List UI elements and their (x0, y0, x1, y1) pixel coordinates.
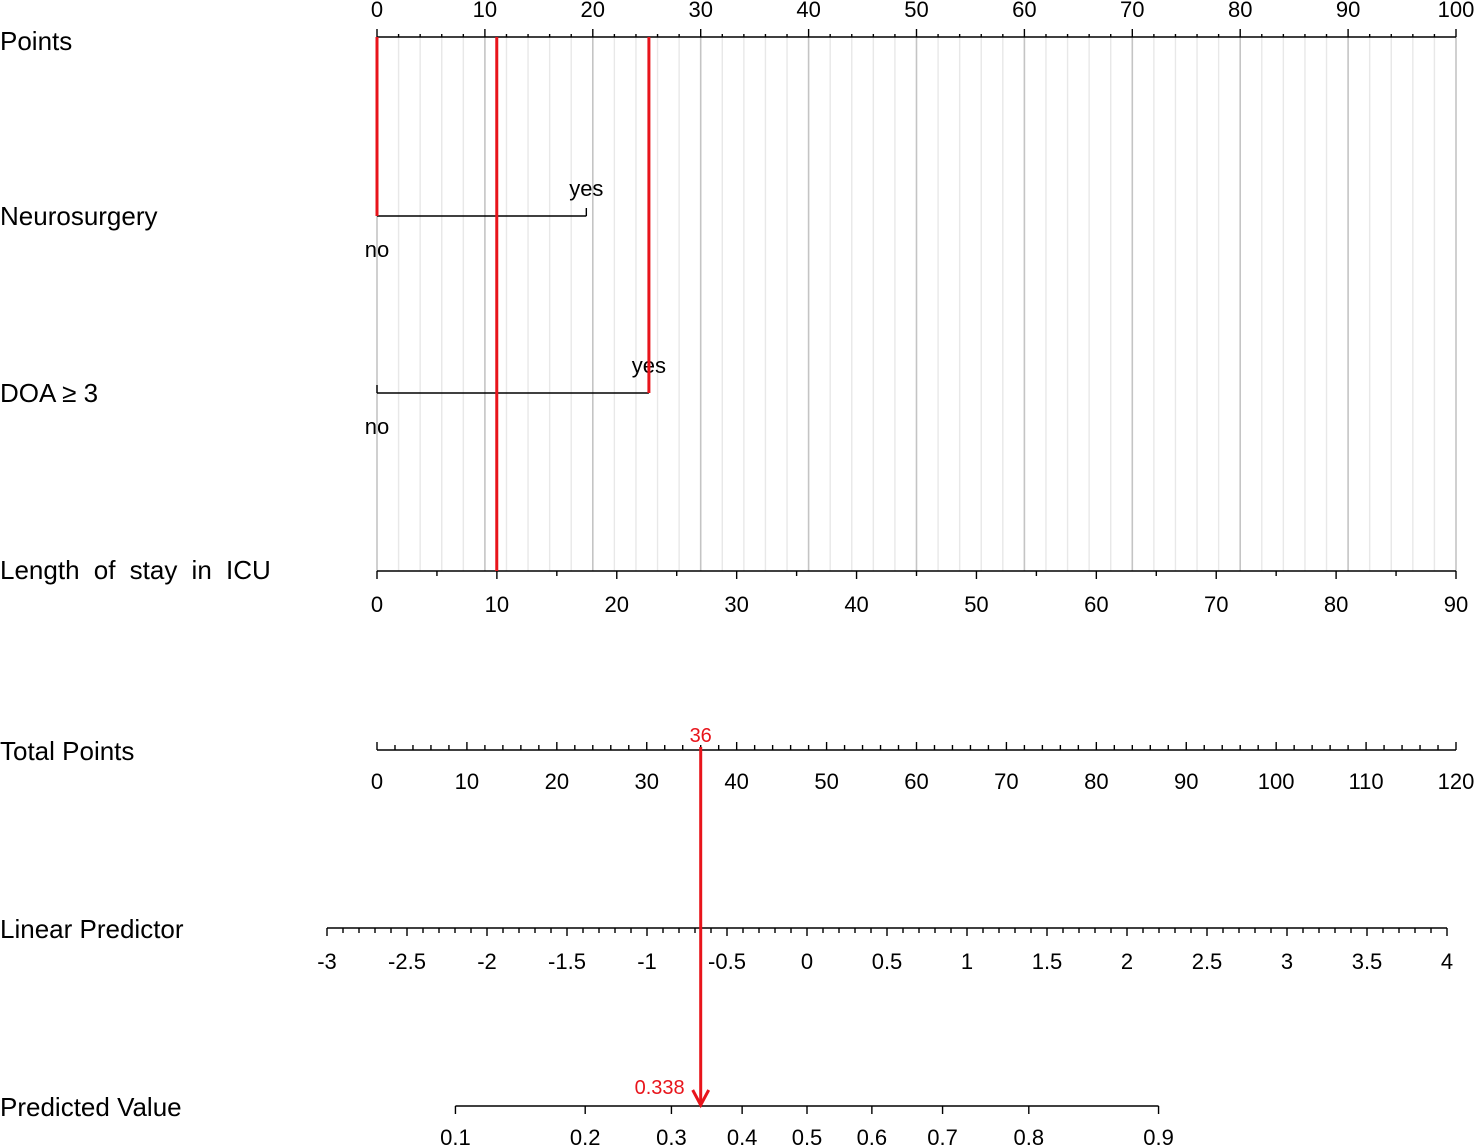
predicted-tick-label: 0.7 (927, 1125, 958, 1147)
neurosurgery-level-yes: yes (569, 176, 603, 201)
los-tick-label: 0 (371, 592, 383, 617)
linear-tick-label: 3.5 (1352, 949, 1383, 974)
total-tick-label: 60 (904, 769, 928, 794)
points-tick-label: 90 (1336, 0, 1360, 22)
grid-layer (376, 37, 1457, 571)
predicted-tick-label: 0.1 (440, 1125, 471, 1147)
total-tick-label: 0 (371, 769, 383, 794)
total-points-value-label: 36 (690, 725, 712, 747)
linear-tick-label: -1.5 (548, 949, 586, 974)
predicted-tick-label: 0.6 (857, 1125, 888, 1147)
points-tick-label: 10 (473, 0, 497, 22)
total-tick-label: 20 (545, 769, 569, 794)
points-tick-label: 100 (1438, 0, 1475, 22)
los-tick-label: 20 (605, 592, 629, 617)
total-tick-label: 110 (1349, 769, 1384, 794)
total-tick-label: 120 (1438, 769, 1475, 794)
row-label-doa: DOA ≥ 3 (0, 378, 98, 408)
points-tick-label: 20 (581, 0, 605, 22)
total-tick-label: 10 (455, 769, 479, 794)
linear-tick-label: 4 (1441, 949, 1453, 974)
los-tick-label: 30 (724, 592, 748, 617)
los-tick-label: 90 (1444, 592, 1468, 617)
linear-tick-label: 3 (1281, 949, 1293, 974)
los-tick-label: 40 (844, 592, 868, 617)
total-tick-label: 70 (994, 769, 1018, 794)
linear-tick-label: -2 (477, 949, 497, 974)
predicted-tick-label: 0.3 (656, 1125, 687, 1147)
los-tick-label: 60 (1084, 592, 1108, 617)
linear-tick-label: -3 (317, 949, 337, 974)
total-tick-label: 30 (635, 769, 659, 794)
linear-tick-label: 1.5 (1032, 949, 1063, 974)
points-tick-label: 40 (796, 0, 820, 22)
linear-tick-label: 0 (801, 949, 813, 974)
linear-tick-label: -2.5 (388, 949, 426, 974)
annotation-layer: 36 0.338 (375, 37, 712, 1109)
total-tick-label: 50 (814, 769, 838, 794)
row-label-linear: Linear Predictor (0, 914, 184, 944)
linear-tick-label: 1 (961, 949, 973, 974)
predicted-tick-label: 0.4 (727, 1125, 758, 1147)
los-tick-label: 80 (1324, 592, 1348, 617)
axis-layer (326, 29, 1457, 1114)
points-tick-label: 0 (371, 0, 383, 22)
predicted-tick-label: 0.9 (1143, 1125, 1174, 1147)
row-label-total: Total Points (0, 736, 134, 766)
points-tick-label: 30 (688, 0, 712, 22)
row-label-points: Points (0, 26, 72, 56)
points-tick-label: 70 (1120, 0, 1144, 22)
linear-tick-label: 2 (1121, 949, 1133, 974)
linear-tick-label: -0.5 (708, 949, 746, 974)
linear-tick-label: 2.5 (1192, 949, 1223, 974)
predicted-tick-label: 0.2 (570, 1125, 601, 1147)
los-tick-label: 50 (964, 592, 988, 617)
los-tick-label: 10 (485, 592, 509, 617)
total-tick-label: 100 (1258, 769, 1295, 794)
predicted-tick-label: 0.5 (792, 1125, 823, 1147)
points-tick-label: 50 (904, 0, 928, 22)
points-tick-label: 80 (1228, 0, 1252, 22)
row-label-predicted: Predicted Value (0, 1092, 182, 1122)
linear-tick-label: -1 (637, 949, 657, 974)
doa-level-no: no (365, 414, 389, 439)
predicted-value-label: 0.338 (635, 1077, 685, 1099)
row-label-neurosurgery: Neurosurgery (0, 201, 158, 231)
neurosurgery-level-no: no (365, 237, 389, 262)
prediction-arrow-head (691, 1089, 711, 1109)
points-tick-label: 60 (1012, 0, 1036, 22)
row-label-los: Length of stay in ICU (0, 555, 271, 585)
total-tick-label: 90 (1174, 769, 1198, 794)
los-tick-label: 70 (1204, 592, 1228, 617)
total-tick-label: 40 (724, 769, 748, 794)
predicted-tick-label: 0.8 (1014, 1125, 1045, 1147)
linear-tick-label: 0.5 (872, 949, 903, 974)
total-tick-label: 80 (1084, 769, 1108, 794)
